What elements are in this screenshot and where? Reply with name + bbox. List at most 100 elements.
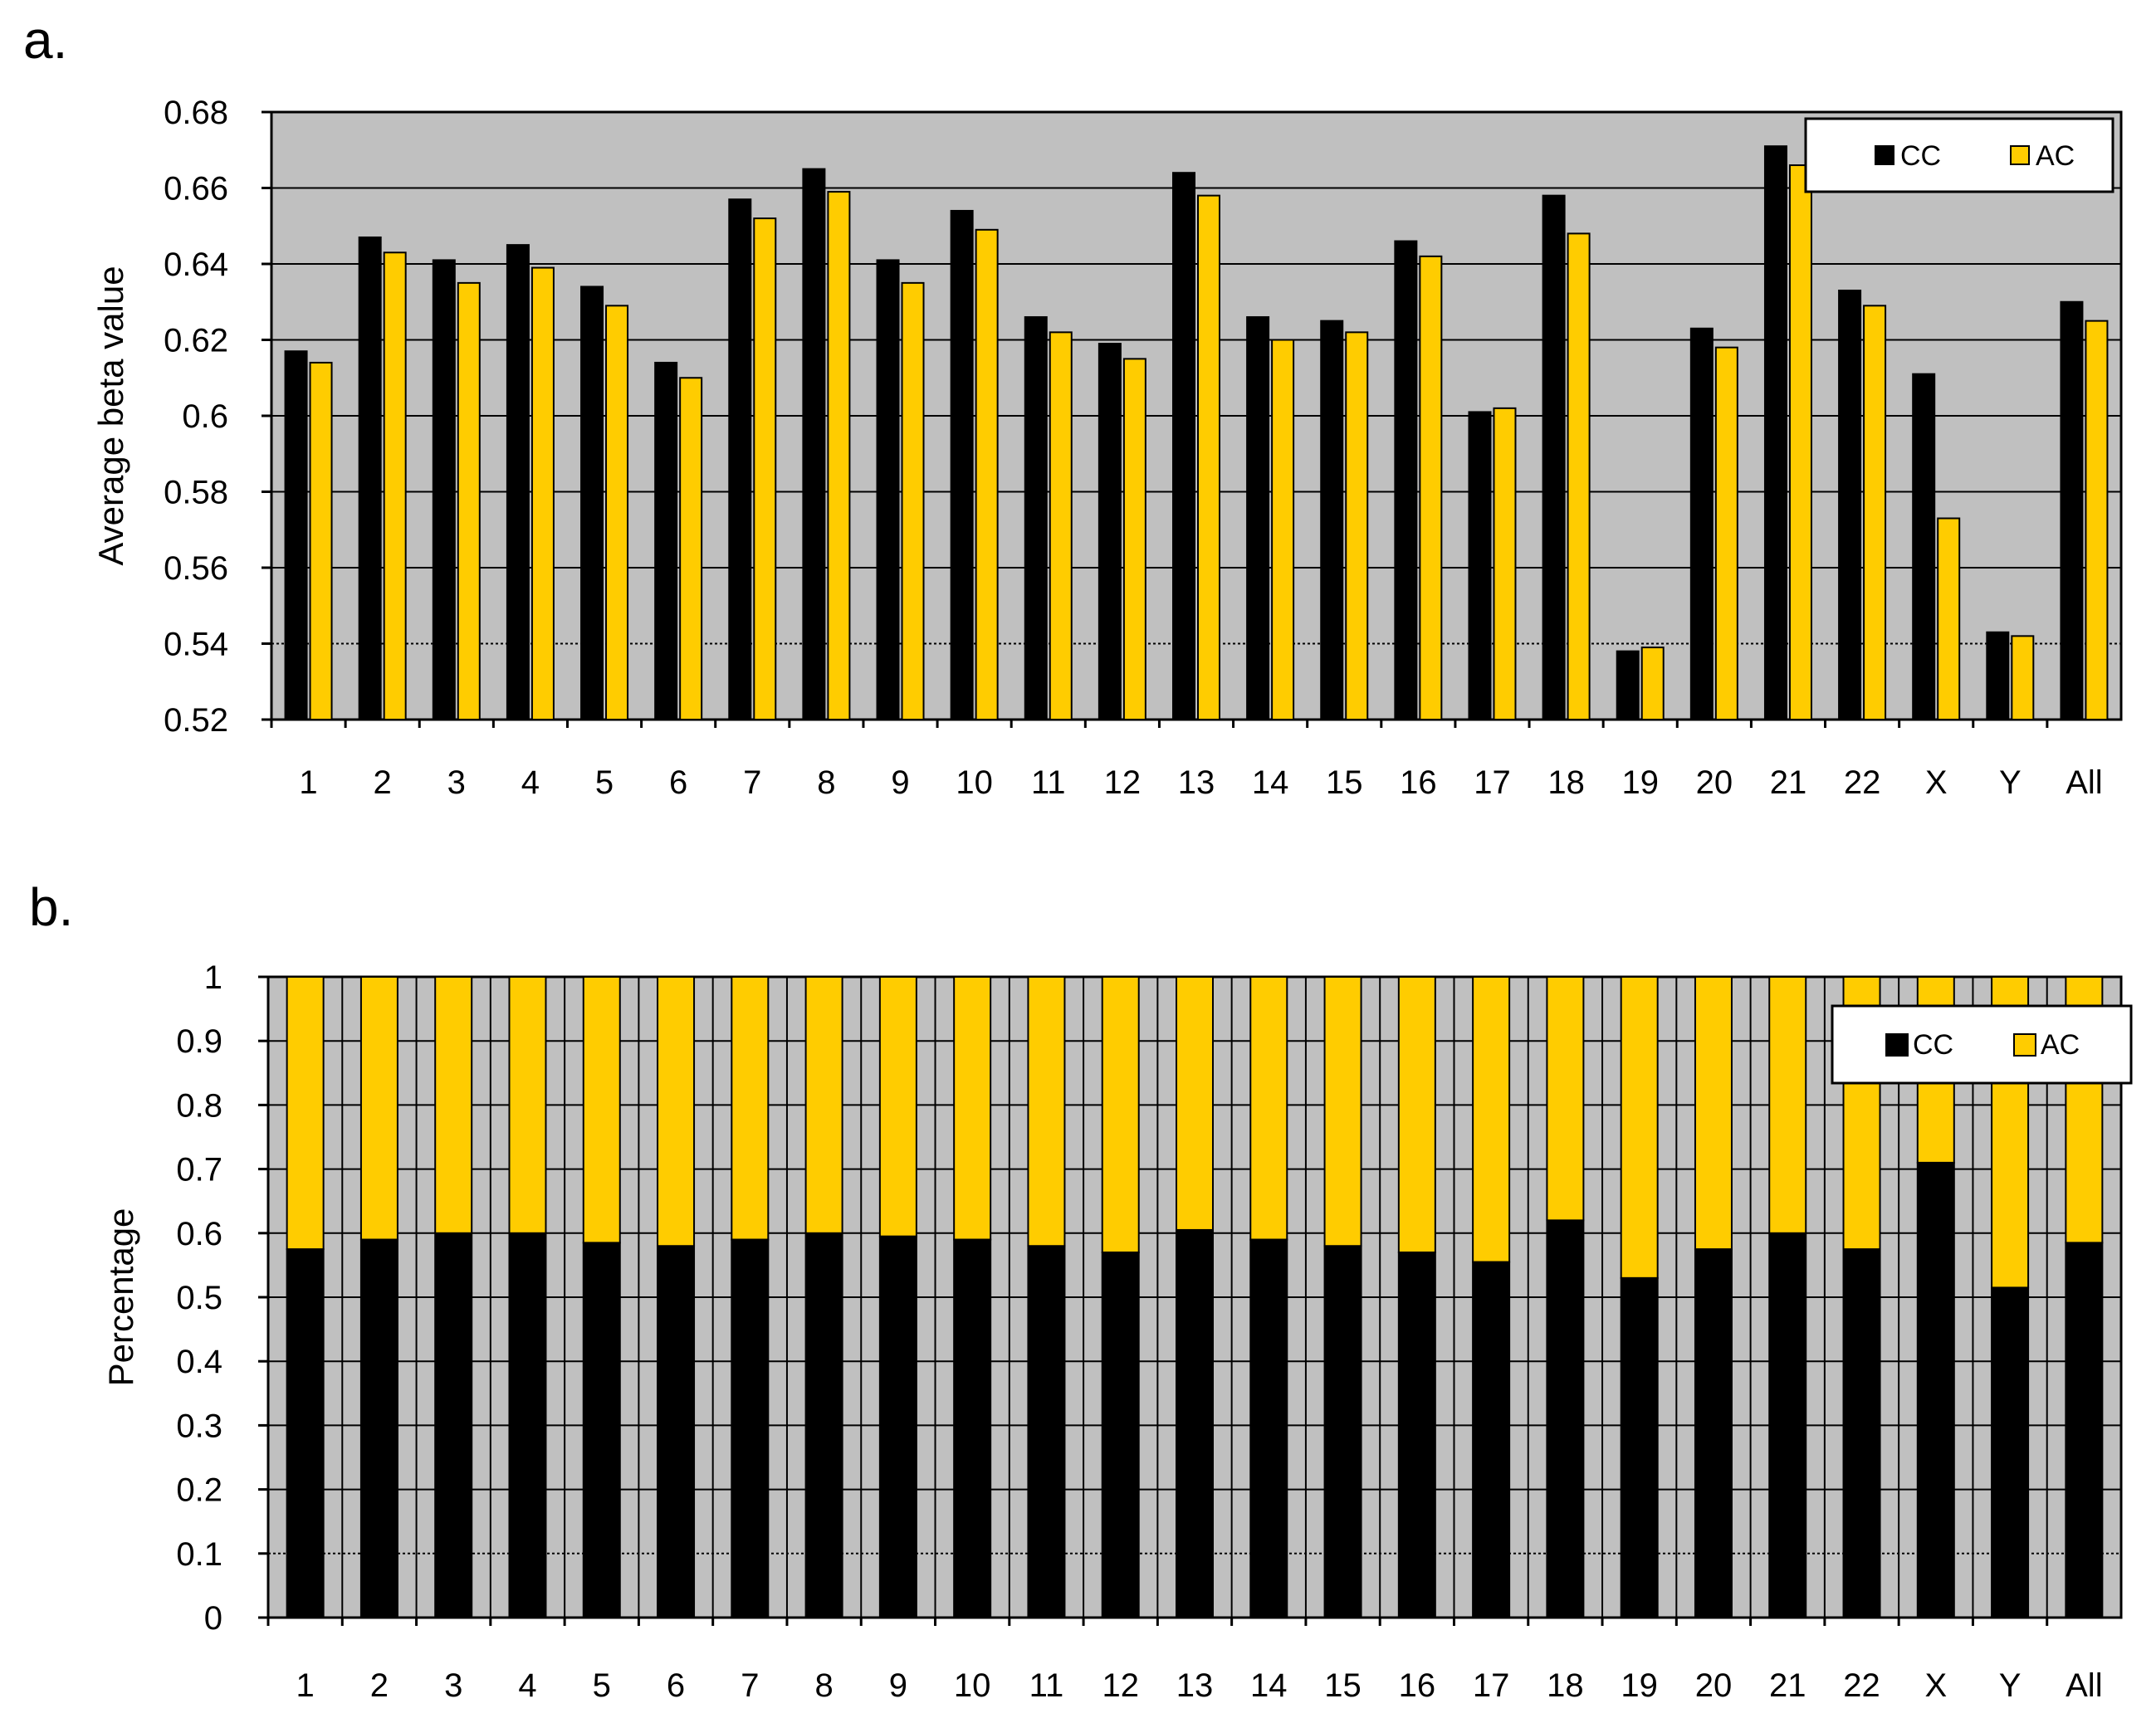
bar-cc bbox=[1024, 316, 1048, 720]
x-tick-label: All bbox=[2066, 764, 2102, 801]
x-tick-label: 19 bbox=[1621, 764, 1659, 801]
bar-cc bbox=[1320, 320, 1344, 720]
bar-segment-cc bbox=[657, 1245, 696, 1618]
bar-segment-cc bbox=[1101, 1251, 1140, 1618]
bar-ac bbox=[1122, 358, 1146, 720]
y-tick-label: 0.3 bbox=[176, 1408, 222, 1444]
bar-segment-ac bbox=[1694, 976, 1733, 1251]
bar-ac bbox=[2011, 635, 2035, 720]
bar-ac bbox=[1567, 232, 1591, 720]
bar-cc bbox=[1838, 290, 1862, 720]
bar-segment-ac bbox=[657, 976, 696, 1247]
x-tick-label: 10 bbox=[956, 764, 993, 801]
x-tick-label: Y bbox=[1999, 764, 2022, 801]
bar-segment-cc bbox=[731, 1238, 770, 1619]
bar-segment-ac bbox=[1546, 976, 1585, 1222]
bar-segment-cc bbox=[1397, 1251, 1436, 1618]
x-tick-label: 16 bbox=[1400, 764, 1437, 801]
bar-ac bbox=[1640, 647, 1665, 721]
x-tick-label: 9 bbox=[889, 1667, 907, 1704]
bar-segment-cc bbox=[582, 1242, 621, 1618]
x-tick-label: 20 bbox=[1696, 764, 1733, 801]
bar-ac bbox=[1419, 255, 1443, 721]
bar-segment-ac bbox=[731, 976, 770, 1241]
x-tick-label: All bbox=[2066, 1667, 2102, 1704]
bar-segment-cc bbox=[286, 1248, 325, 1618]
bar-ac bbox=[827, 191, 851, 720]
bar-segment-ac bbox=[1027, 976, 1066, 1247]
x-tick-label: 21 bbox=[1769, 1667, 1806, 1704]
bar-ac bbox=[309, 361, 333, 720]
bar-cc bbox=[802, 168, 826, 720]
x-tick-label: 6 bbox=[669, 764, 687, 801]
bar-ac bbox=[1493, 407, 1517, 720]
bar-segment-cc bbox=[1916, 1161, 1955, 1618]
bar-cc bbox=[506, 244, 530, 720]
bar-cc bbox=[1394, 240, 1418, 720]
bar-segment-ac bbox=[804, 976, 843, 1234]
y-tick-label: 0.62 bbox=[164, 323, 228, 359]
y-tick-label: 0.6 bbox=[182, 398, 228, 435]
bar-segment-ac bbox=[953, 976, 992, 1241]
x-tick-label: 17 bbox=[1473, 1667, 1510, 1704]
bar-cc bbox=[2060, 300, 2084, 720]
bar-segment-ac bbox=[434, 976, 473, 1234]
x-tick-label: 22 bbox=[1843, 1667, 1880, 1704]
y-tick-label: 0 bbox=[204, 1600, 222, 1637]
x-tick-label: 5 bbox=[593, 1667, 611, 1704]
x-tick-label: 14 bbox=[1250, 1667, 1288, 1704]
bar-segment-ac bbox=[286, 976, 325, 1251]
x-tick-label: 2 bbox=[374, 764, 392, 801]
panel-label-b: b. bbox=[29, 877, 73, 937]
gridlines-a bbox=[271, 187, 2121, 645]
x-tick-label: 20 bbox=[1695, 1667, 1733, 1704]
bar-cc bbox=[876, 259, 900, 720]
x-tick-label: 21 bbox=[1770, 764, 1807, 801]
bar-ac bbox=[975, 228, 999, 720]
bars-b bbox=[286, 976, 2104, 1619]
x-tick-label: 8 bbox=[817, 764, 835, 801]
y-tick-label: 0.6 bbox=[176, 1216, 222, 1252]
y-axis-a: 0.52 0.54 0.56 0.58 0.6 0.62 0.64 0.66 0.68 bbox=[164, 95, 271, 739]
x-tick-label: 9 bbox=[891, 764, 909, 801]
bar-cc bbox=[1616, 650, 1640, 721]
x-tick-label: 13 bbox=[1176, 1667, 1214, 1704]
x-tick-label: 15 bbox=[1326, 764, 1363, 801]
bar-ac bbox=[753, 217, 777, 721]
bar-segment-ac bbox=[1323, 976, 1362, 1247]
bar-segment-cc bbox=[1176, 1228, 1214, 1618]
x-tick-label: 22 bbox=[1844, 764, 1881, 801]
bar-ac bbox=[605, 305, 629, 720]
legend-swatch-ac-b bbox=[2013, 1033, 2036, 1057]
bars-a bbox=[284, 145, 2109, 721]
legend-label-cc-b: CC bbox=[1913, 1029, 1953, 1061]
bar-cc bbox=[358, 236, 382, 721]
x-tick-label: 19 bbox=[1621, 1667, 1658, 1704]
x-tick-label: 4 bbox=[521, 764, 540, 801]
bar-segment-cc bbox=[878, 1235, 917, 1619]
bar-segment-ac bbox=[1176, 976, 1214, 1231]
x-tick-label: Y bbox=[1999, 1667, 2022, 1704]
bar-cc bbox=[1098, 343, 1122, 720]
bar-cc bbox=[284, 350, 308, 720]
y-tick-label: 0.58 bbox=[164, 475, 228, 511]
legend-swatch-cc-b bbox=[1885, 1033, 1909, 1057]
bar-ac bbox=[1197, 194, 1220, 720]
x-tick-label: 18 bbox=[1547, 1667, 1584, 1704]
bar-segment-cc bbox=[359, 1238, 398, 1619]
x-tick-label: 13 bbox=[1178, 764, 1215, 801]
y-tick-label: 0.8 bbox=[176, 1087, 222, 1124]
bar-ac bbox=[1863, 305, 1887, 720]
bar-cc bbox=[1468, 411, 1492, 720]
x-tick-label: 11 bbox=[1029, 1667, 1064, 1704]
y-tick-label: 1 bbox=[204, 959, 222, 996]
bar-segment-ac bbox=[1472, 976, 1511, 1263]
bar-segment-cc bbox=[1991, 1286, 2030, 1619]
x-tick-label: 16 bbox=[1399, 1667, 1436, 1704]
y-axis-title-a: Average beta value bbox=[91, 266, 130, 565]
x-tick-label: 11 bbox=[1031, 764, 1066, 801]
bar-segment-ac bbox=[1249, 976, 1288, 1241]
panel-label-a: a. bbox=[23, 10, 67, 70]
